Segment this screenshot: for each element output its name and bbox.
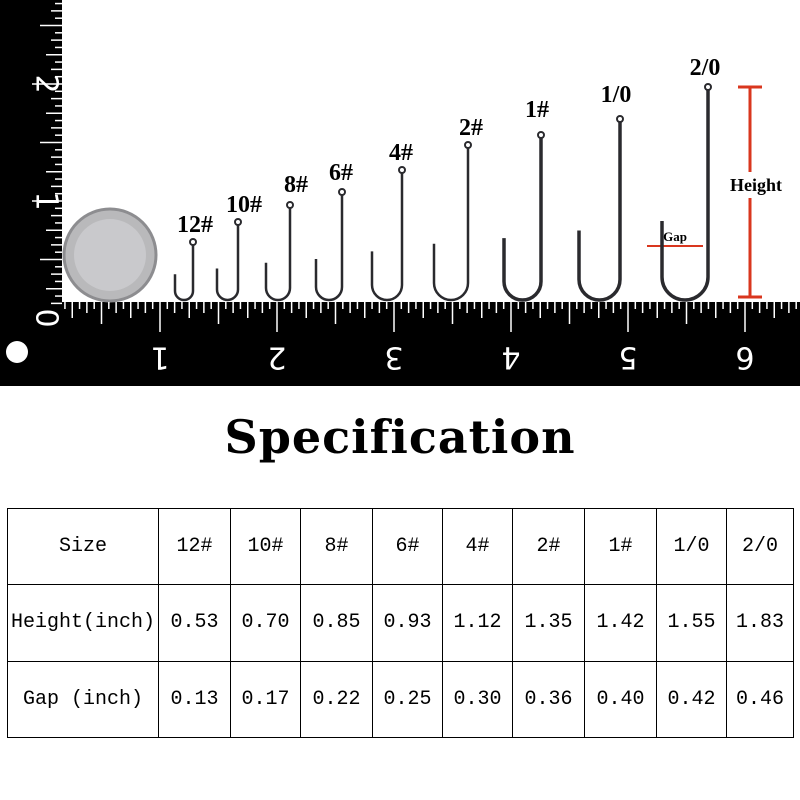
ruler-number: 4 — [501, 340, 520, 375]
table-cell: 1.55 — [656, 584, 727, 662]
hook-label: 2# — [459, 115, 483, 141]
gap-label: Gap — [663, 229, 687, 244]
hook — [173, 245, 195, 302]
table-cell: 1# — [584, 507, 657, 586]
table-cell: 2# — [512, 507, 585, 586]
table-cell: 0.42 — [656, 660, 727, 739]
table-cell: 1.12 — [442, 584, 513, 662]
hook — [577, 122, 622, 302]
hook-label: 2/0 — [690, 55, 721, 81]
ruler-number: 0 — [29, 308, 64, 327]
hook-label: 1/0 — [601, 82, 632, 108]
height-label: Height — [730, 175, 782, 195]
table-cell: 4# — [442, 507, 513, 586]
hook — [660, 90, 710, 302]
hook-eye — [189, 238, 197, 246]
ruler-hole — [6, 341, 28, 363]
hook — [502, 138, 543, 302]
table-cell: 10# — [230, 507, 301, 586]
ruler-number: 1 — [29, 191, 64, 210]
hook-label: 10# — [226, 192, 262, 218]
label-bg — [722, 172, 790, 198]
table-cell: 1.42 — [584, 584, 657, 662]
ruler-number: 2 — [267, 340, 286, 375]
hook-eye — [398, 166, 406, 174]
table-cell: 8# — [300, 507, 373, 586]
table-cell: 1.83 — [726, 584, 794, 662]
hook-label: 4# — [389, 140, 413, 166]
hook-label: 12# — [177, 212, 213, 238]
hook-label: 1# — [525, 97, 549, 123]
table-cell: 2/0 — [726, 507, 794, 586]
table-row: Gap (inch) 0.13 0.17 0.22 0.25 0.30 0.36 0.40 0.… — [7, 660, 794, 739]
table-cell: 1.35 — [512, 584, 585, 662]
table-cell: 0.70 — [230, 584, 301, 662]
table-cell: 12# — [158, 507, 231, 586]
hook-label: 6# — [329, 160, 353, 186]
hook-label: 8# — [284, 172, 308, 198]
table-cell: 0.53 — [158, 584, 231, 662]
hook — [314, 195, 344, 302]
table-row: Height(inch) 0.53 0.70 0.85 0.93 1.12 1.35 1.42… — [7, 584, 794, 662]
spec-table: Size 12# 10# 8# 6# 4# 2# 1# 1/0 2/0 Height(inch) 0.… — [7, 507, 794, 739]
table-cell: 0.93 — [372, 584, 443, 662]
table-cell: 0.25 — [372, 660, 443, 739]
hook-eye — [616, 115, 624, 123]
product-photo: Height Gap 1 2 3 4 5 6 0 1 2 12# 10# 8# 6# 4# 2# 1# 1/0 2… — [0, 0, 800, 386]
label-bg — [657, 228, 693, 244]
table-cell: 0.30 — [442, 660, 513, 739]
table-cell: 0.22 — [300, 660, 373, 739]
ruler-number: 5 — [618, 340, 637, 375]
row-header: Gap (inch) — [7, 660, 159, 739]
table-cell: 6# — [372, 507, 443, 586]
hook — [264, 208, 292, 302]
hook-eye — [286, 201, 294, 209]
ruler-number: 2 — [29, 74, 64, 93]
table-cell: 0.85 — [300, 584, 373, 662]
table-cell: 0.13 — [158, 660, 231, 739]
title: Specification — [224, 410, 576, 464]
photo-area — [62, 0, 800, 302]
hook — [432, 148, 470, 302]
table-cell: 0.36 — [512, 660, 585, 739]
table-cell: 0.40 — [584, 660, 657, 739]
hook-eye — [464, 141, 472, 149]
hook-eye — [704, 83, 712, 91]
hook-eye — [537, 131, 545, 139]
hook — [215, 225, 240, 302]
hook — [370, 173, 404, 302]
ruler-number: 1 — [150, 340, 169, 375]
hook-eye — [234, 218, 242, 226]
table-cell: 1/0 — [656, 507, 727, 586]
row-header: Height(inch) — [7, 584, 159, 662]
table-row: Size 12# 10# 8# 6# 4# 2# 1# 1/0 2/0 — [7, 507, 794, 586]
coin-face — [74, 219, 146, 291]
ruler-number: 6 — [735, 340, 754, 375]
ruler-number: 3 — [384, 340, 403, 375]
table-cell: 0.17 — [230, 660, 301, 739]
hook-eye — [338, 188, 346, 196]
row-header: Size — [7, 507, 159, 586]
table-cell: 0.46 — [726, 660, 794, 739]
